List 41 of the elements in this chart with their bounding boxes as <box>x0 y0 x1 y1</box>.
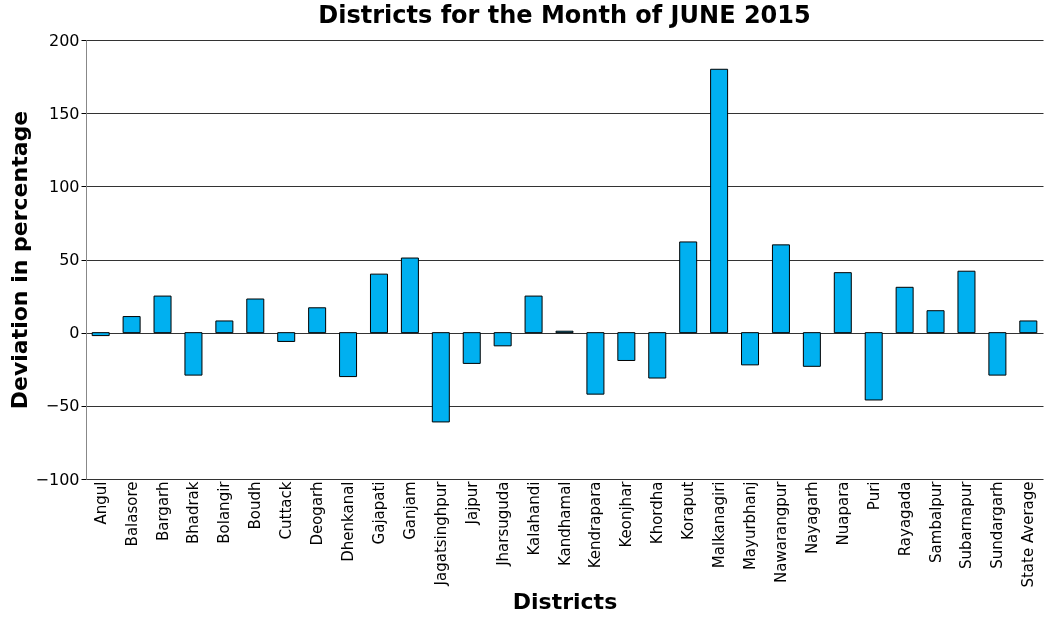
x-tick-label: Rayagada <box>895 481 914 557</box>
x-tick-label: Dhenkanal <box>339 481 358 562</box>
x-tick-label: Bhadrak <box>184 481 203 545</box>
x-tick-label: Sambalpur <box>926 480 945 563</box>
x-tick-label: Malkanagiri <box>710 481 729 569</box>
x-tick-label: Kalahandi <box>524 481 543 556</box>
x-tick-label: Bargarh <box>153 481 172 542</box>
x-tick-label: Mayurbhanj <box>741 481 760 571</box>
x-tick-label: Nuapara <box>833 481 852 546</box>
x-tick-label: Balasore <box>122 481 141 547</box>
x-tick-label: Angul <box>91 481 110 525</box>
y-axis-title: Deviation in percentage <box>6 110 32 410</box>
x-tick-label: Jharsuguda <box>493 481 512 567</box>
x-tick-label: Boudh <box>246 481 265 530</box>
x-tick-label: Jagatsinghpur <box>431 480 450 587</box>
x-tick-label: Kendrapara <box>586 481 605 569</box>
x-tick-label: Subarnapur <box>957 480 976 570</box>
x-tick-label: Cuttack <box>277 481 296 540</box>
x-tick-label: Deogarh <box>308 481 327 546</box>
y-tick-label: 50 <box>59 250 80 269</box>
x-tick-label: Keonjhar <box>617 480 636 548</box>
x-tick-label: Ganjam <box>400 481 419 540</box>
y-tick-label: −50 <box>45 396 80 416</box>
x-axis-title: Districts <box>512 588 618 614</box>
chart-title: Districts for the Month of JUNE 2015 <box>318 1 811 29</box>
x-tick-label: Jajpur <box>462 480 481 526</box>
y-tick-label: 150 <box>48 103 80 123</box>
y-tick-label: −100 <box>35 469 80 489</box>
x-tick-label: State Average <box>1019 481 1038 588</box>
x-tick-label: Nawarangpur <box>771 480 790 583</box>
x-tick-label: Gajapati <box>369 481 388 545</box>
x-tick-label: Bolangir <box>215 480 234 544</box>
x-tick-label: Puri <box>864 481 883 511</box>
x-tick-label: Nayagarh <box>802 481 821 555</box>
x-tick-label: Koraput <box>679 481 698 541</box>
x-tick-label: Sundargarh <box>988 481 1007 569</box>
x-tick-label: Khordha <box>648 481 667 545</box>
x-tick-label: Kandhamal <box>555 481 574 566</box>
y-tick-label: 100 <box>48 176 80 196</box>
y-tick-label: 200 <box>48 30 80 50</box>
y-tick-label: 0 <box>69 323 80 343</box>
